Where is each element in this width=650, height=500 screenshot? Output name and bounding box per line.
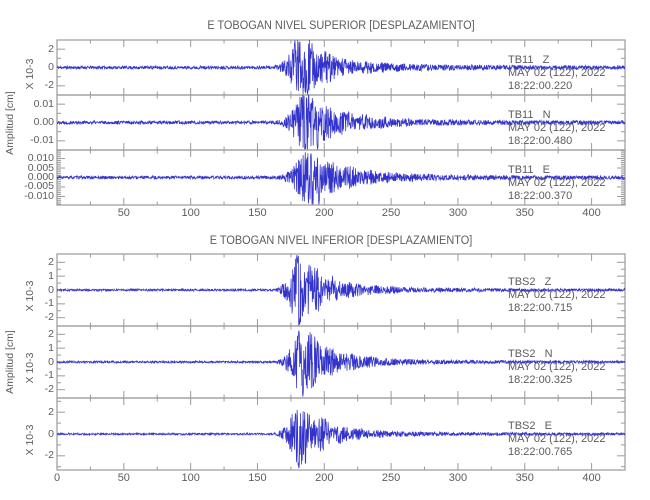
trace-time: 18:22:00.325 [508, 374, 573, 386]
x-tick-label: 200 [315, 472, 334, 484]
trace-time: 18:22:00.765 [508, 446, 573, 458]
y-scale-label: X 10-3 [24, 424, 36, 456]
y-scale-label: X 10-3 [24, 352, 36, 384]
trace-date: MAY 02 (122), 2022 [508, 433, 606, 445]
y-tick-label: -0.010 [24, 189, 54, 202]
trace-label-tb11-z: TB11 Z MAY 02 (122), 2022 18:22:00.220 [508, 54, 650, 93]
x-tick-label: 0 [53, 472, 61, 484]
trace-date: MAY 02 (122), 2022 [508, 289, 606, 301]
station-component: TBS2 E [508, 420, 553, 432]
x-tick-label: 350 [515, 207, 534, 219]
x-tick-label: 100 [181, 472, 200, 484]
y-tick-label: -1 [44, 369, 54, 382]
trace-label-tbs2-e: TBS2 E MAY 02 (122), 2022 18:22:00.765 [508, 420, 650, 459]
y-tick-label: -2 [44, 449, 54, 462]
x-tick-label: 350 [515, 472, 534, 484]
y-tick-label: 1 [48, 269, 54, 282]
y-tick-label: 0 [48, 427, 54, 440]
y-tick-label: -1 [44, 297, 54, 310]
waveform-trace [57, 94, 626, 151]
station-component: TB11 Z [508, 54, 550, 66]
trace-time: 18:22:00.480 [508, 135, 573, 147]
trace-date: MAY 02 (122), 2022 [508, 67, 606, 79]
y-tick-label: -0.01 [30, 134, 54, 147]
y-scale-label: X 10-3 [24, 280, 36, 312]
y-tick-label: 2 [48, 327, 54, 340]
waveform-trace [56, 152, 626, 205]
y-tick-label: 2 [48, 42, 54, 55]
y-scale-label: X 10-3 [24, 58, 36, 89]
trace-time: 18:22:00.370 [508, 190, 573, 202]
panel-title-inferior: E TOBOGAN NIVEL INFERIOR [DESPLAZAMIENTO… [209, 235, 473, 247]
trace-time: 18:22:00.220 [508, 80, 573, 92]
x-tick-label: 200 [315, 207, 334, 219]
station-component: TBS2 Z [508, 276, 552, 288]
panel-title-superior: E TOBOGAN NIVEL SUPERIOR [DESPLAZAMIENTO… [207, 20, 475, 32]
station-component: TBS2 N [508, 348, 553, 360]
y-tick-label: 1 [48, 341, 54, 354]
trace-label-tbs2-z: TBS2 Z MAY 02 (122), 2022 18:22:00.715 [508, 276, 650, 315]
y-tick-label: 0.00 [33, 116, 54, 128]
x-tick-label: 250 [381, 207, 401, 219]
y-tick-label: 0 [48, 61, 54, 73]
trace-date: MAY 02 (122), 2022 [508, 361, 606, 373]
x-tick-label: 150 [248, 472, 267, 484]
x-tick-label: 100 [181, 207, 200, 219]
y-tick-label: 0 [48, 283, 54, 296]
x-tick-label: 400 [582, 472, 601, 484]
station-component: TB11 E [508, 164, 550, 176]
trace-label-tb11-n: TB11 N MAY 02 (122), 2022 18:22:00.480 [508, 109, 650, 148]
x-tick-label: 150 [248, 207, 267, 219]
y-tick-label: 0.01 [33, 97, 54, 110]
x-tick-label: 50 [117, 472, 130, 484]
y-tick-label: 2 [48, 405, 54, 418]
waveform-trace [56, 330, 626, 397]
y-tick-label: 0.005 [27, 161, 54, 174]
trace-label-tbs2-n: TBS2 N MAY 02 (122), 2022 18:22:00.325 [508, 348, 650, 387]
trace-date: MAY 02 (122), 2022 [508, 177, 606, 189]
trace-time: 18:22:00.715 [508, 302, 573, 314]
trace-date: MAY 02 (122), 2022 [508, 122, 606, 134]
waveform-trace [56, 409, 626, 469]
waveform-trace [56, 39, 626, 95]
station-component: TB11 N [508, 109, 551, 121]
x-tick-label: 400 [582, 207, 601, 219]
y-tick-label: -2 [44, 311, 54, 324]
y-tick-label: 0.010 [27, 152, 54, 165]
y-tick-label: -0.005 [24, 180, 54, 193]
y-tick-label: 0.000 [27, 171, 54, 183]
waveform-trace [56, 255, 626, 327]
y-tick-label: 2 [48, 255, 54, 268]
x-tick-label: 300 [448, 472, 468, 484]
x-tick-label: 50 [117, 207, 130, 219]
y-tick-label: -2 [44, 79, 54, 92]
x-tick-label: 250 [381, 472, 401, 484]
trace-label-tb11-e: TB11 E MAY 02 (122), 2022 18:22:00.370 [508, 164, 650, 203]
y-tick-label: -2 [44, 383, 54, 396]
y-tick-label: 0 [48, 355, 54, 368]
x-tick-label: 300 [448, 207, 468, 219]
